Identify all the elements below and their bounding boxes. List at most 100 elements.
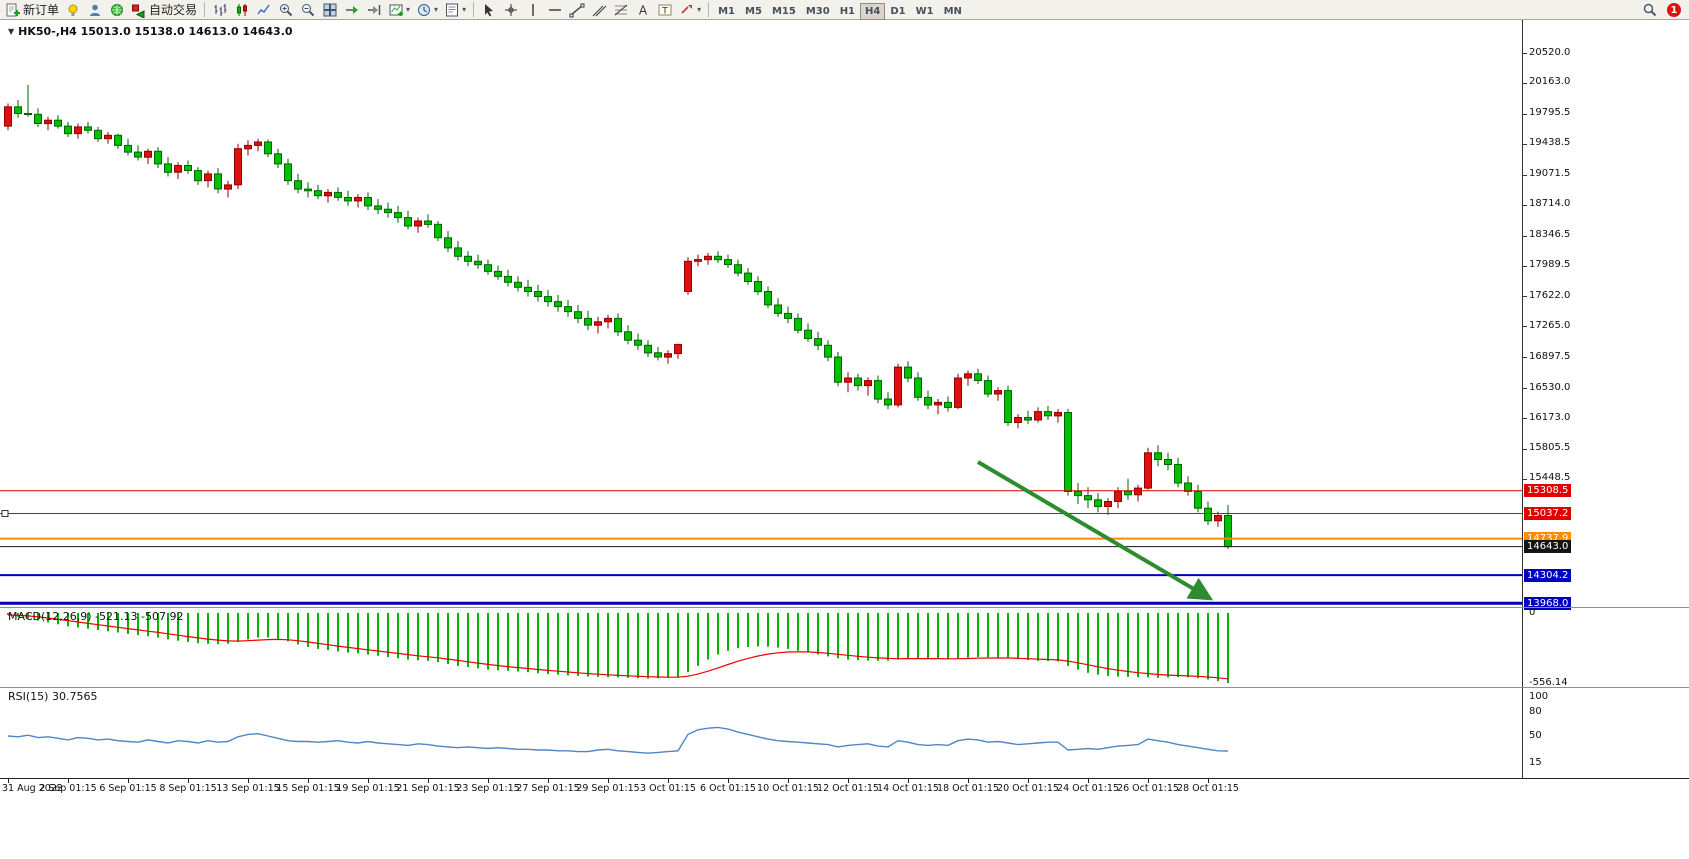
chart-window: ▼ HK50-,H4 15013.0 15138.0 14613.0 14643… <box>0 20 1689 859</box>
time-scale-tick <box>1208 779 1209 783</box>
auto-trading-button[interactable]: 自动交易 <box>128 1 200 19</box>
svg-text:A: A <box>639 3 648 17</box>
auto-scroll-button[interactable] <box>341 1 363 19</box>
toolbar-separator <box>473 2 475 17</box>
trend-arrow-annotation[interactable] <box>976 460 1214 601</box>
indicators-button[interactable]: ▾ <box>385 1 413 19</box>
candle <box>684 260 692 293</box>
rsi-indicator-label: RSI(15) 30.7565 <box>8 690 98 703</box>
macd-signal-line <box>7 614 1229 680</box>
time-scale-tick <box>1088 779 1089 783</box>
rsi-panel[interactable] <box>0 688 1522 778</box>
globe-icon <box>111 3 124 16</box>
candle <box>454 247 462 257</box>
candle <box>1184 482 1192 492</box>
vertical-line-button[interactable] <box>522 1 544 19</box>
candle <box>714 255 722 261</box>
candle <box>184 165 192 171</box>
timeframe-m5-button[interactable]: M5 <box>740 3 767 20</box>
time-axis[interactable]: 31 Aug 2022 2 Sep 01:15 6 Sep 01:15 8 Sep 0… <box>0 778 1689 859</box>
candle <box>94 129 102 140</box>
trendline-button[interactable] <box>566 1 588 19</box>
price-scale-tick <box>1523 235 1527 237</box>
time-scale-tick <box>248 779 249 783</box>
timeframe-h1-button[interactable]: H1 <box>835 3 860 20</box>
time-scale-tick <box>668 779 669 783</box>
notification-badge[interactable]: 1 <box>1667 3 1681 17</box>
candle <box>1214 515 1222 522</box>
candle <box>544 296 552 303</box>
dropdown-caret-icon: ▾ <box>434 4 439 14</box>
timeframe-d1-button[interactable]: D1 <box>885 3 910 20</box>
panel-splitter[interactable] <box>0 607 1689 608</box>
macd-panel[interactable] <box>0 608 1522 688</box>
candle <box>1174 464 1182 484</box>
candle <box>884 398 892 406</box>
chart-title: ▼ HK50-,H4 15013.0 15138.0 14613.0 14643… <box>8 25 293 38</box>
candle <box>834 356 842 383</box>
candle <box>54 119 62 127</box>
rsi-scale-label: 15 <box>1529 756 1542 768</box>
time-scale-label: 10 Oct 01:15 <box>757 783 819 794</box>
candle <box>434 223 442 239</box>
toolbar-separator <box>708 2 710 17</box>
time-scale-tick <box>8 779 9 783</box>
periods-icon <box>418 3 431 16</box>
cursor-button[interactable] <box>478 1 500 19</box>
new-order-button[interactable]: 新订单 <box>2 1 62 19</box>
search-button[interactable] <box>1639 1 1661 19</box>
lightbulb-button[interactable] <box>62 1 84 19</box>
timeframe-h4-button[interactable]: H4 <box>860 3 886 20</box>
price-scale-tick <box>1523 82 1527 84</box>
candlestick-chart-button[interactable] <box>231 1 253 19</box>
rsi-scale-label: 80 <box>1529 706 1542 718</box>
candle <box>924 396 932 406</box>
crosshair-button[interactable] <box>500 1 522 19</box>
panel-splitter[interactable] <box>0 687 1689 688</box>
timeframe-m15-button[interactable]: M15 <box>767 3 801 20</box>
trendline-icon <box>569 3 585 17</box>
channel-button[interactable] <box>588 1 610 19</box>
candle <box>14 106 22 115</box>
horizontal-line-button[interactable] <box>544 1 566 19</box>
line-chart-icon <box>257 4 270 14</box>
tile-windows-icon <box>323 3 337 16</box>
line-chart-button[interactable] <box>253 1 275 19</box>
candle <box>24 113 32 115</box>
candle <box>964 373 972 379</box>
text-icon: A <box>639 3 648 17</box>
profile-button[interactable] <box>84 1 106 19</box>
candle <box>374 205 382 210</box>
timeframe-mn-button[interactable]: MN <box>939 3 967 20</box>
candle <box>64 125 72 135</box>
time-scale-label: 29 Sep 01:15 <box>576 783 640 794</box>
fibonacci-button[interactable] <box>610 1 632 19</box>
tile-windows-button[interactable] <box>319 1 341 19</box>
time-scale-label: 2 Sep 01:15 <box>39 783 97 794</box>
candle <box>1224 515 1232 548</box>
zoom-in-icon <box>280 3 293 16</box>
level-handle[interactable] <box>1 510 9 517</box>
bar-chart-button[interactable] <box>209 1 231 19</box>
globe-button[interactable] <box>106 1 128 19</box>
price-axis[interactable]: 20520.0 20163.0 19795.5 19438.5 19071.5 18714… <box>1522 20 1689 778</box>
timeframe-m30-button[interactable]: M30 <box>801 3 835 20</box>
zoom-in-button[interactable] <box>275 1 297 19</box>
time-scale-label: 23 Sep 01:15 <box>456 783 520 794</box>
templates-button[interactable]: ▾ <box>441 1 469 19</box>
text-button[interactable]: A <box>632 1 654 19</box>
candle <box>994 390 1002 395</box>
rsi-scale-label: 50 <box>1529 729 1542 741</box>
zoom-out-button[interactable] <box>297 1 319 19</box>
timeframe-w1-button[interactable]: W1 <box>911 3 939 20</box>
dropdown-caret-icon: ▾ <box>462 4 467 14</box>
price-scale-tick <box>1523 478 1527 480</box>
arrows-button[interactable]: ▾ <box>676 1 704 19</box>
label-button[interactable]: T <box>654 1 676 19</box>
timeframe-m1-button[interactable]: M1 <box>713 3 740 20</box>
candle <box>114 134 122 146</box>
periods-button[interactable]: ▾ <box>413 1 441 19</box>
candle <box>204 173 212 182</box>
main-chart[interactable] <box>0 20 1522 608</box>
chart-shift-button[interactable] <box>363 1 385 19</box>
